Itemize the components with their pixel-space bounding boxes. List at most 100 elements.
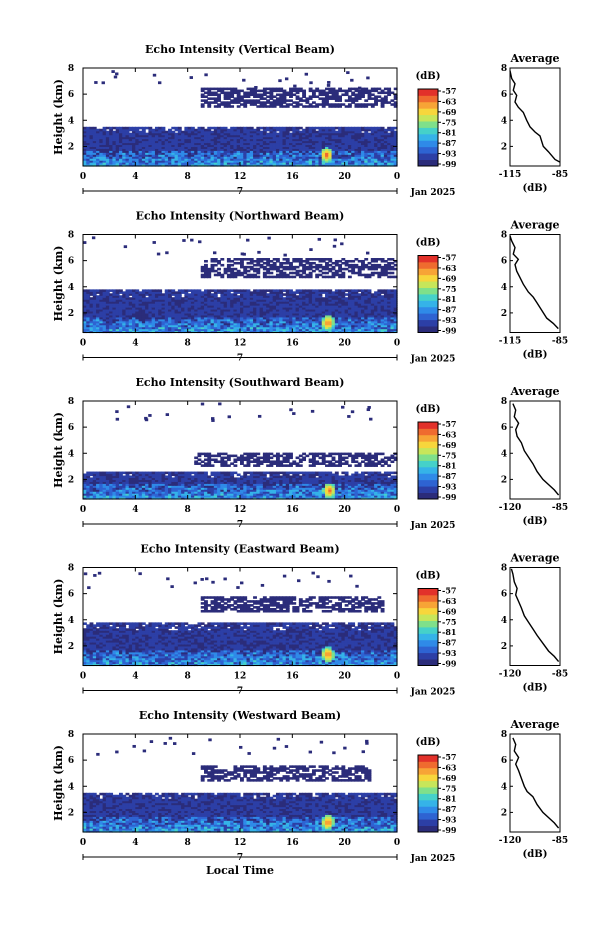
echo-cell (204, 328, 208, 332)
echo-cell (122, 146, 127, 149)
echo-cell (315, 293, 320, 296)
echo-cell (328, 318, 333, 322)
echo-cell (236, 299, 241, 302)
echo-cell (347, 299, 352, 302)
echo-cell (190, 318, 195, 322)
echo-cell (272, 295, 277, 298)
echo-cell (380, 301, 385, 304)
echo-cell (256, 156, 261, 159)
echo-cell (226, 307, 231, 310)
echo-cell (390, 91, 395, 95)
echo-cell (279, 265, 284, 269)
echo-cell (266, 330, 271, 334)
echo-cell (161, 297, 166, 300)
echo-cell (256, 263, 261, 267)
echo-cell (325, 164, 329, 167)
echo-cell (315, 328, 320, 332)
echo-cell (171, 310, 176, 314)
echo-cell (289, 316, 293, 320)
echo-cell (354, 310, 359, 314)
echo-cell (128, 128, 133, 132)
echo-cell (364, 273, 369, 277)
echo-cell (89, 497, 94, 500)
echo-cell (243, 152, 248, 155)
echo-cell (109, 152, 114, 155)
echo-cell (115, 322, 120, 326)
echo-cell (393, 316, 398, 320)
echo-cell (213, 312, 218, 316)
echo-cell (204, 324, 208, 328)
echo-cell (102, 297, 107, 300)
echo-cell (236, 93, 241, 97)
colorbar-tick-label: -75 (442, 117, 456, 127)
echo-cell (370, 162, 375, 165)
echo-cell (92, 497, 97, 500)
echo-cell (285, 146, 290, 149)
echo-cell (102, 130, 107, 134)
echo-cell (269, 320, 274, 324)
echo-cell (380, 258, 385, 261)
echo-cell (393, 267, 398, 271)
echo-cell (164, 312, 169, 316)
echo-cell (338, 150, 342, 153)
echo-cell (236, 305, 241, 308)
echo-cell (200, 126, 205, 130)
echo-cell (243, 138, 248, 142)
echo-cell (96, 144, 100, 147)
echo-cell (217, 154, 221, 157)
echo-cell (181, 156, 185, 159)
echo-cell (112, 310, 117, 314)
echo-cell (164, 330, 169, 334)
echo-cell (230, 301, 235, 304)
echo-cell (184, 132, 189, 136)
echo-cell (236, 297, 241, 300)
echo-cell (298, 150, 303, 153)
echo-cell (246, 273, 251, 277)
echo-cell (86, 132, 91, 136)
echo-cell (253, 99, 257, 102)
echo-cell (292, 134, 297, 138)
echo-cell (184, 148, 189, 151)
echo-cell (315, 330, 320, 334)
echo-cell (380, 158, 385, 161)
colorbar-swatch (418, 306, 438, 314)
echo-cell (138, 307, 143, 310)
echo-cell (89, 297, 94, 300)
echo-cell (361, 128, 365, 132)
echo-cell (118, 150, 123, 153)
echo-cell (86, 299, 91, 302)
echo-cell (105, 164, 110, 167)
echo-cell (161, 293, 166, 296)
echo-cell (148, 142, 153, 146)
echo-cell (347, 97, 352, 100)
echo-cell (315, 326, 320, 330)
echo-cell (132, 301, 136, 304)
echo-cell (102, 314, 107, 318)
echo-cell (217, 160, 221, 163)
echo-cell (96, 160, 100, 163)
echo-cell (318, 289, 323, 292)
echo-cell (164, 293, 169, 296)
echo-cell (233, 303, 238, 306)
echo-cell (86, 320, 91, 324)
echo-cell (262, 152, 267, 155)
echo-cell (168, 291, 172, 294)
echo-cell (334, 271, 339, 275)
echo-cell (256, 269, 261, 273)
echo-cell (366, 76, 370, 80)
echo-cell (357, 295, 362, 298)
echo-cell (177, 138, 182, 142)
echo-cell (112, 314, 117, 318)
echo-cell (243, 91, 248, 95)
echo-cell (145, 138, 150, 142)
echo-cell (266, 259, 271, 263)
echo-cell (253, 93, 257, 97)
echo-cell (213, 263, 218, 267)
echo-cell (308, 132, 313, 136)
echo-cell (145, 134, 150, 138)
echo-cell (315, 263, 320, 267)
echo-cell (161, 148, 166, 151)
echo-cell (148, 148, 153, 151)
echo-cell (102, 158, 107, 161)
echo-cell (338, 87, 342, 91)
